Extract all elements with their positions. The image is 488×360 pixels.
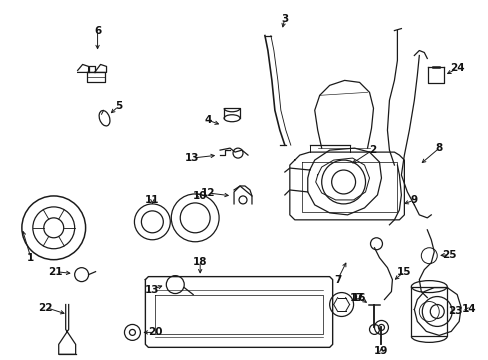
Text: 13: 13 xyxy=(145,284,159,294)
Text: 14: 14 xyxy=(461,305,475,315)
Text: 4: 4 xyxy=(204,115,211,125)
Text: 1: 1 xyxy=(27,253,34,263)
Text: 24: 24 xyxy=(449,63,464,73)
Text: 11: 11 xyxy=(145,195,159,205)
Text: 25: 25 xyxy=(441,250,455,260)
Text: 13: 13 xyxy=(184,153,199,163)
Text: 5: 5 xyxy=(115,101,122,111)
Text: 10: 10 xyxy=(193,191,207,201)
Text: 21: 21 xyxy=(48,267,63,276)
Text: 15: 15 xyxy=(396,267,411,276)
Text: 22: 22 xyxy=(39,302,53,312)
Text: 20: 20 xyxy=(148,327,163,337)
Text: 23: 23 xyxy=(447,306,462,316)
Text: 9: 9 xyxy=(410,195,417,205)
Text: 7: 7 xyxy=(333,275,341,285)
Text: 2: 2 xyxy=(368,145,375,155)
Text: 8: 8 xyxy=(435,143,442,153)
Text: 18: 18 xyxy=(193,257,207,267)
Text: 16: 16 xyxy=(351,293,366,302)
Text: 17: 17 xyxy=(349,293,364,302)
Text: 19: 19 xyxy=(373,346,388,356)
Text: 12: 12 xyxy=(201,188,215,198)
Text: 3: 3 xyxy=(281,14,288,24)
Text: 6: 6 xyxy=(94,26,101,36)
